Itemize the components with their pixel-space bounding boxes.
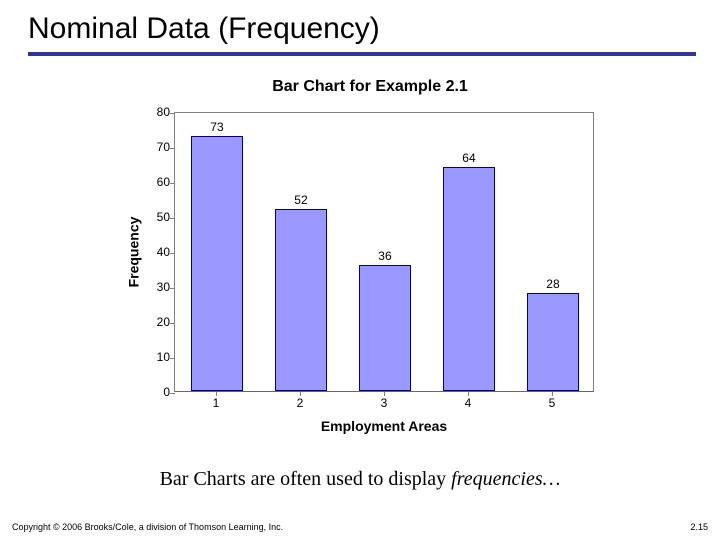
y-axis-label: Frequency xyxy=(125,217,141,288)
x-tick-label: 3 xyxy=(381,396,388,410)
y-tick-label: 40 xyxy=(157,245,170,259)
bar-value-label: 36 xyxy=(378,249,391,263)
y-tick-mark xyxy=(170,148,175,149)
bar-chart: Bar Chart for Example 2.1 Frequency 0 10 2… xyxy=(120,78,620,434)
y-tick-label: 0 xyxy=(163,385,170,399)
title-underline xyxy=(28,52,696,56)
x-ticks: 1 2 3 4 5 xyxy=(174,392,594,412)
y-tick-label: 50 xyxy=(157,210,170,224)
bar: 64 xyxy=(443,167,495,391)
bar: 52 xyxy=(275,209,327,391)
y-tick-label: 10 xyxy=(157,350,170,364)
bar-value-label: 28 xyxy=(546,277,559,291)
x-tick-label: 2 xyxy=(297,396,304,410)
caption-emph: frequencies… xyxy=(451,468,560,490)
x-axis-label: Employment Areas xyxy=(174,418,594,434)
caption-text: Bar Charts are often used to display xyxy=(160,468,452,490)
y-tick-mark xyxy=(170,218,175,219)
y-tick-label: 70 xyxy=(157,140,170,154)
y-tick-mark xyxy=(170,113,175,114)
slide-title: Nominal Data (Frequency) xyxy=(0,0,720,52)
y-tick-mark xyxy=(170,288,175,289)
y-tick-mark xyxy=(170,358,175,359)
x-tick-label: 4 xyxy=(465,396,472,410)
y-tick-label: 60 xyxy=(157,175,170,189)
copyright-text: Copyright © 2006 Brooks/Cole, a division… xyxy=(12,522,283,532)
caption: Bar Charts are often used to display fre… xyxy=(0,468,720,491)
y-tick-label: 20 xyxy=(157,315,170,329)
y-tick-mark xyxy=(170,323,175,324)
x-tick-label: 5 xyxy=(549,396,556,410)
plot-area: 7352366428 xyxy=(174,112,594,392)
bar: 73 xyxy=(191,136,243,392)
bar-value-label: 73 xyxy=(210,120,223,134)
footer: Copyright © 2006 Brooks/Cole, a division… xyxy=(12,522,708,532)
y-tick-mark xyxy=(170,183,175,184)
bar-value-label: 52 xyxy=(294,193,307,207)
chart-title: Bar Chart for Example 2.1 xyxy=(120,78,620,96)
y-tick-mark xyxy=(170,253,175,254)
y-tick-label: 80 xyxy=(157,105,170,119)
y-ticks: 01020304050607080 xyxy=(146,112,174,392)
bar-value-label: 64 xyxy=(462,151,475,165)
y-tick-label: 30 xyxy=(157,280,170,294)
bar: 36 xyxy=(359,265,411,391)
page-number: 2.15 xyxy=(690,522,708,532)
bar: 28 xyxy=(527,293,579,391)
x-tick-label: 1 xyxy=(213,396,220,410)
